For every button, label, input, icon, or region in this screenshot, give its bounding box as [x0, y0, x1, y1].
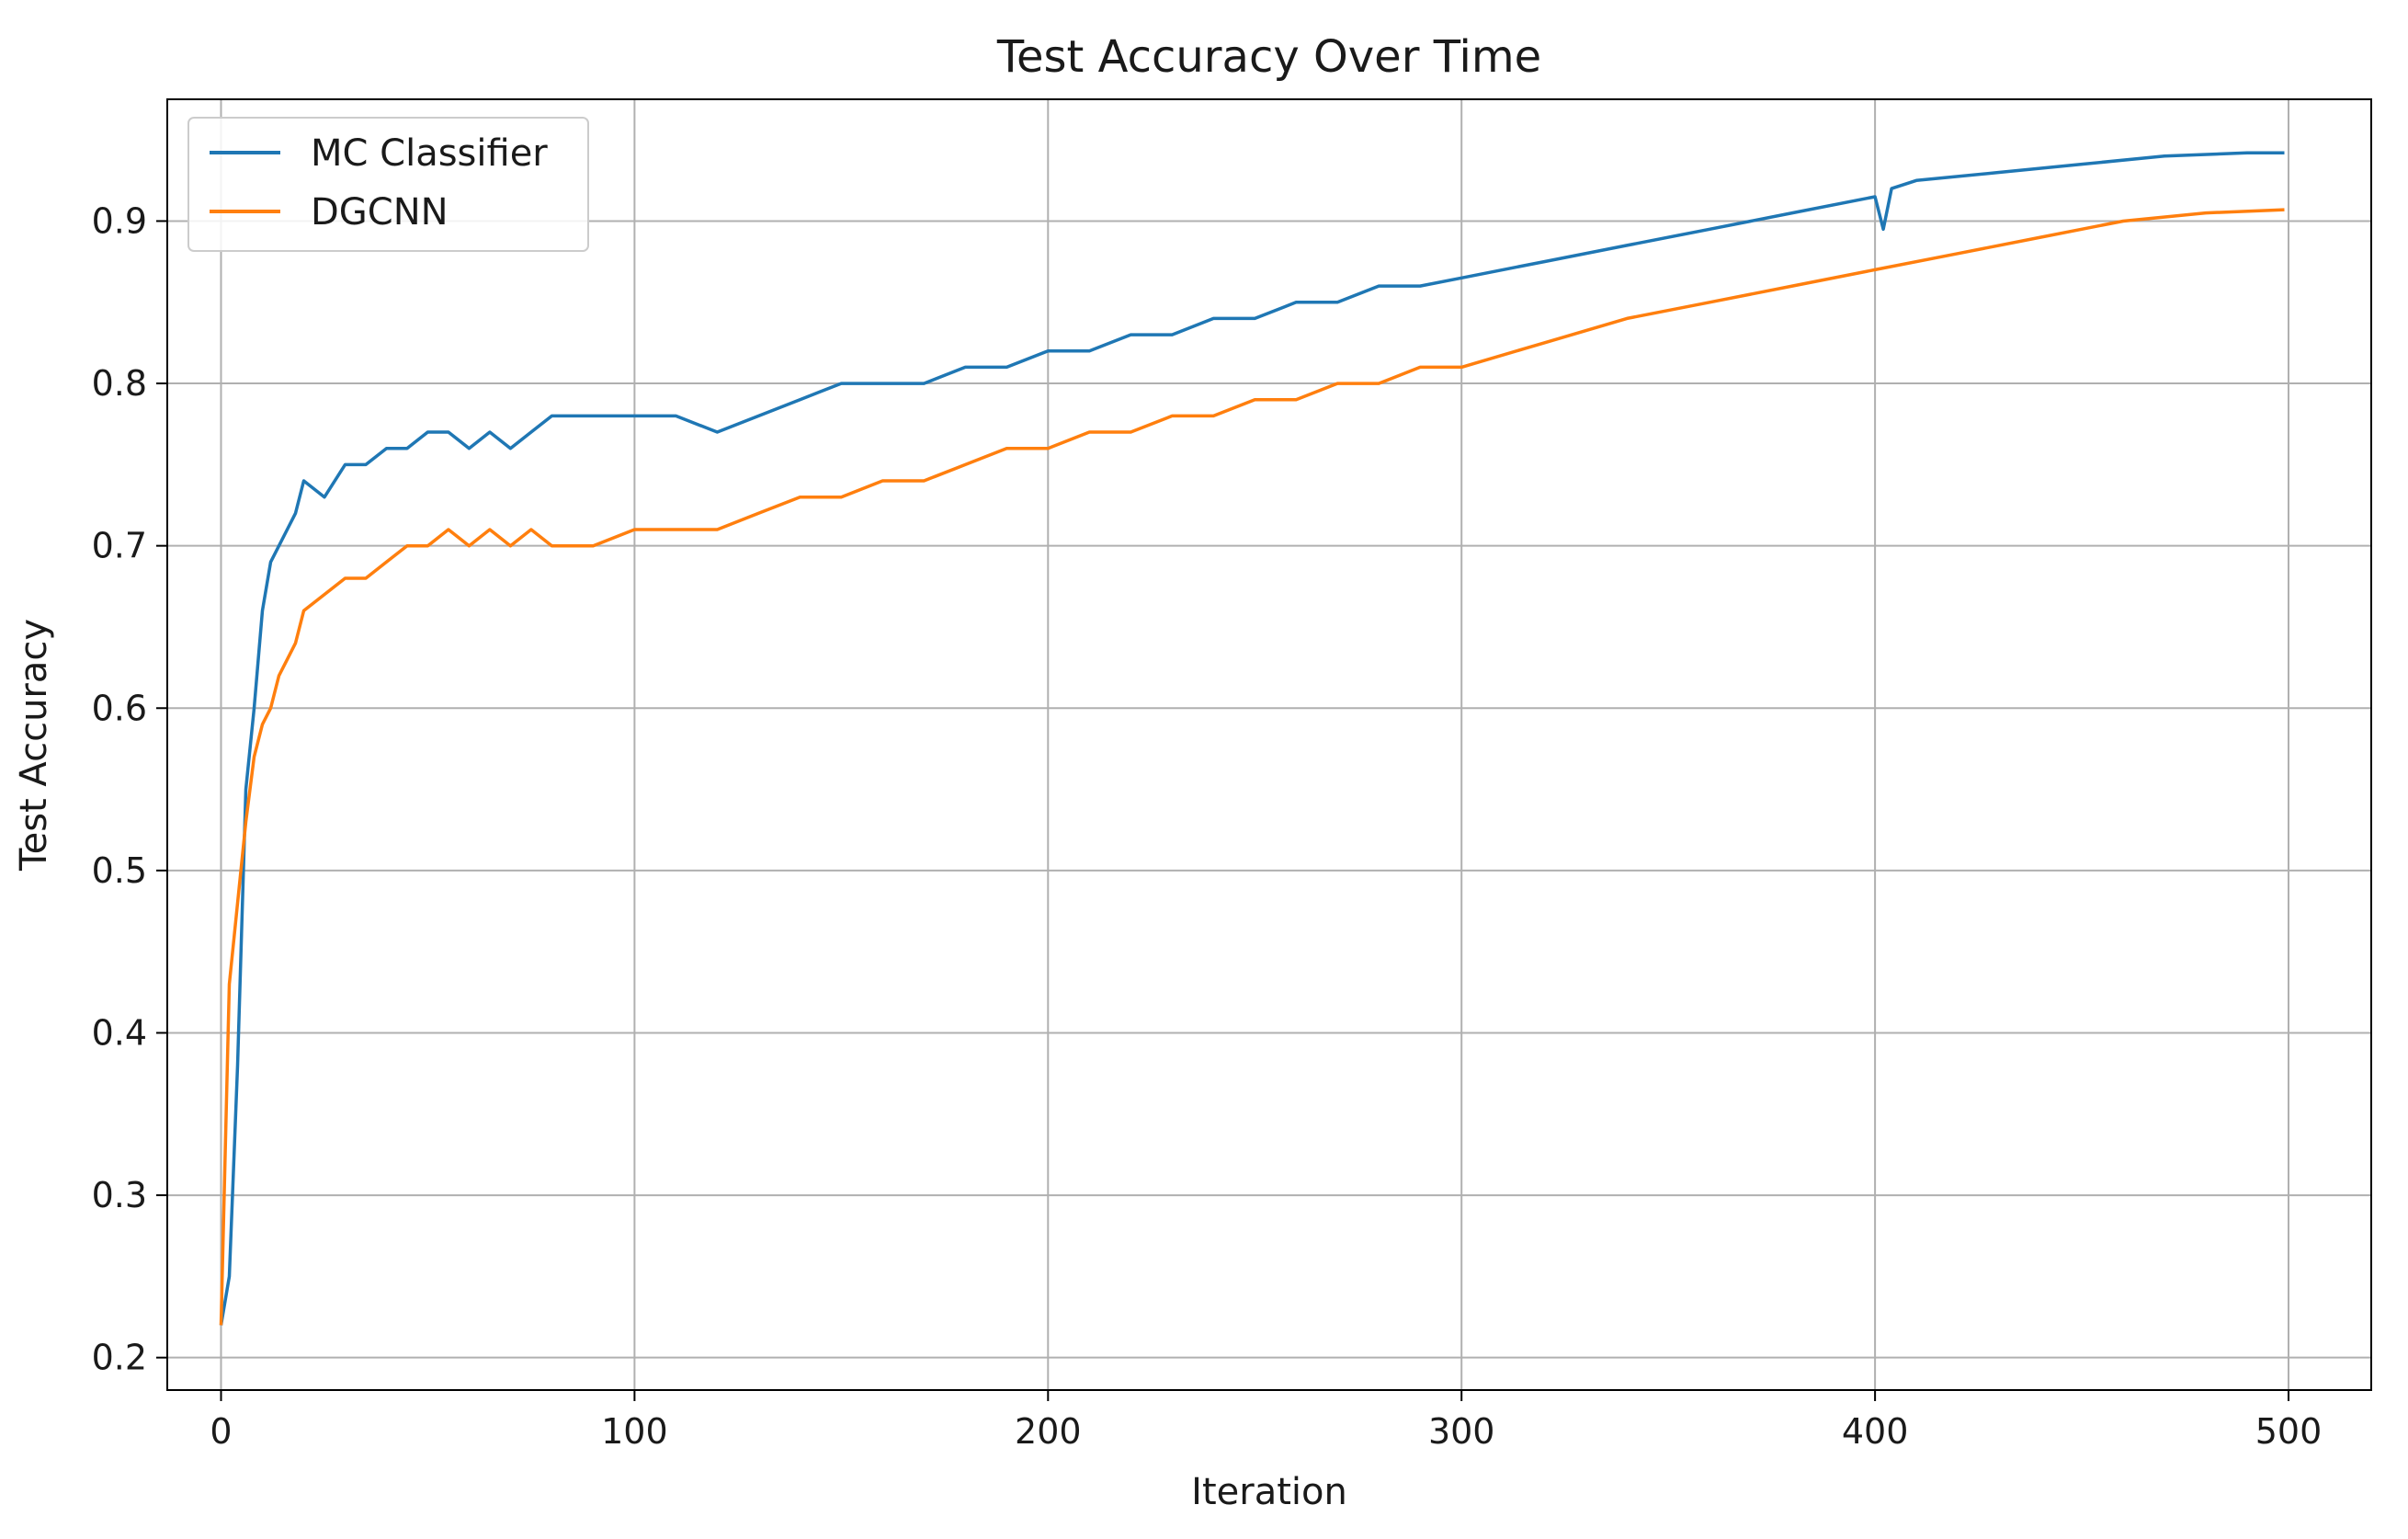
axes-frame — [166, 98, 2372, 1391]
y-tick-label: 0.2 — [92, 1338, 147, 1378]
x-axis-ticks: 0 100 200 300 400 500 — [210, 1390, 2322, 1452]
x-tick-label: 0 — [210, 1411, 232, 1452]
y-tick-label: 0.4 — [92, 1012, 147, 1053]
y-tick-label: 0.5 — [92, 850, 147, 891]
legend-box — [187, 117, 589, 252]
x-tick-label: 500 — [2255, 1411, 2323, 1452]
x-tick-label: 100 — [601, 1411, 668, 1452]
x-tick-label: 400 — [1842, 1411, 1909, 1452]
x-tick-label: 200 — [1015, 1411, 1082, 1452]
y-tick-label: 0.8 — [92, 363, 147, 404]
y-tick-label: 0.6 — [92, 688, 147, 728]
y-tick-label: 0.7 — [92, 526, 147, 566]
x-tick-label: 300 — [1428, 1411, 1495, 1452]
grid-lines — [167, 99, 2371, 1390]
series-lines — [219, 151, 2285, 1326]
y-axis-ticks: 0.2 0.3 0.4 0.5 0.6 0.7 0.8 0.9 — [92, 200, 167, 1378]
x-axis-title: Iteration — [1191, 1471, 1347, 1513]
y-tick-label: 0.9 — [92, 200, 147, 241]
legend-label-mc-classifier: MC Classifier — [311, 132, 548, 175]
series-line-mc-classifier — [219, 151, 2285, 1326]
legend-label-dgcnn: DGCNN — [311, 191, 449, 234]
chart-title: Test Accuracy Over Time — [996, 31, 1541, 83]
y-axis-title: Test Accuracy — [13, 619, 55, 872]
legend: MC Classifier DGCNN — [187, 117, 589, 252]
y-tick-label: 0.3 — [92, 1175, 147, 1215]
